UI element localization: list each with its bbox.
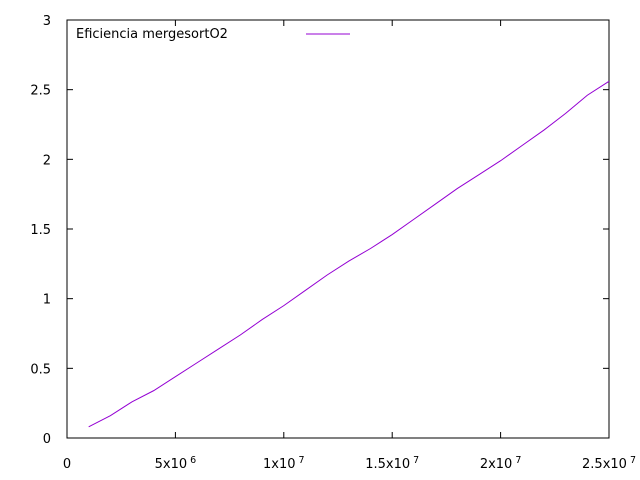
- data-series: [88, 80, 610, 428]
- y-tick-label: 1.5: [30, 223, 51, 238]
- series-line: [88, 80, 610, 428]
- y-tick-label: 0: [43, 432, 51, 447]
- legend: Eficiencia mergesortO2: [76, 27, 350, 42]
- x-tick-label: 0: [63, 457, 71, 472]
- y-tick-label: 0.5: [30, 362, 51, 377]
- y-tick-label: 2.5: [30, 84, 51, 99]
- x-tick-label: 5x10 6: [155, 455, 197, 472]
- y-tick-label: 3: [43, 14, 51, 29]
- x-tick-label: 2.5x10 7: [582, 455, 636, 472]
- y-axis-tick-labels: 0 0.5 1 1.5 2 2.5 3: [30, 14, 51, 447]
- legend-label: Eficiencia mergesortO2: [76, 27, 228, 42]
- x-axis-tick-labels: 0 5x10 6 1x10 7 1.5x10 7 2x10 7 2.5x10 7: [63, 455, 636, 472]
- x-tick-label: 1.5x10 7: [365, 455, 419, 472]
- x-tick-label: 1x10 7: [263, 455, 305, 472]
- tick-marks: [66, 19, 610, 439]
- y-tick-label: 1: [43, 293, 51, 308]
- plot-border: [66, 19, 610, 439]
- y-tick-label: 2: [43, 153, 51, 168]
- plot-frame: [66, 19, 610, 439]
- x-tick-label: 2x10 7: [480, 455, 522, 472]
